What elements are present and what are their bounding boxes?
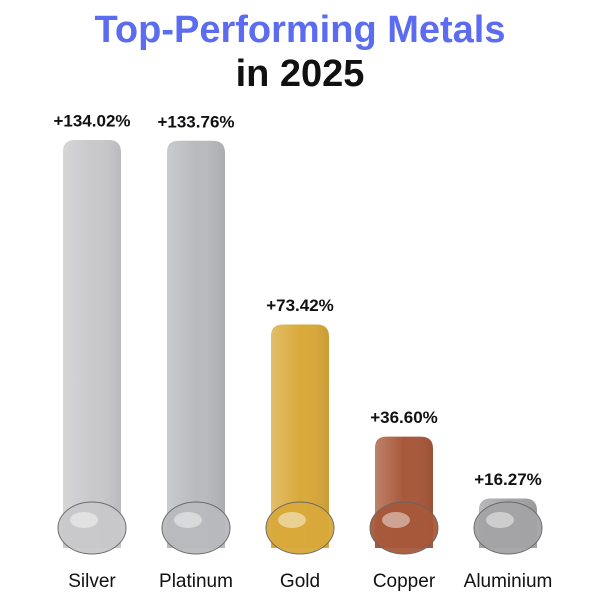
nugget (161, 501, 231, 555)
value-label: +73.42% (266, 296, 334, 315)
value-label: +36.60% (370, 408, 438, 427)
x-tick-label: Copper (373, 571, 436, 592)
x-tick-label: Platinum (159, 571, 233, 592)
nugget-highlight (278, 512, 306, 528)
nugget-highlight (70, 512, 98, 528)
value-label: +133.76% (157, 112, 234, 131)
nugget-highlight (486, 512, 514, 528)
nugget (473, 501, 543, 555)
chart-title: Top-Performing Metals (95, 9, 506, 51)
x-tick-label: Aluminium (464, 571, 553, 592)
bar-shine (63, 140, 121, 548)
x-tick-label: Silver (68, 571, 116, 592)
nugget (265, 501, 335, 555)
nugget (57, 501, 127, 555)
bar-shine (167, 140, 225, 549)
nugget-highlight (174, 512, 202, 528)
nugget-highlight (382, 512, 410, 528)
chart-subtitle: in 2025 (236, 53, 365, 95)
value-label: +16.27% (474, 470, 542, 489)
bar-shine (271, 324, 329, 548)
value-label: +134.02% (53, 111, 130, 130)
x-tick-label: Gold (280, 571, 320, 592)
nugget (369, 501, 439, 555)
